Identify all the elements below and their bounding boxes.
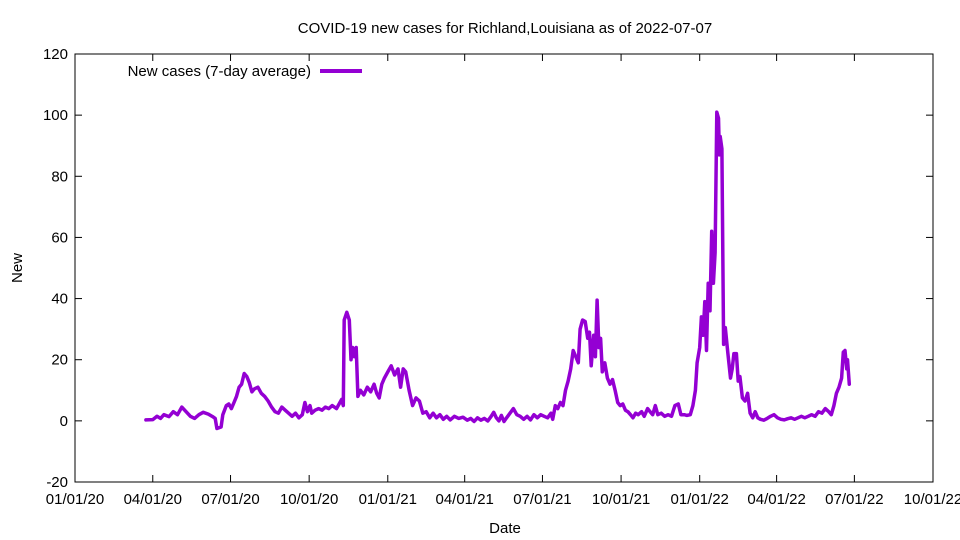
y-axis: -20 0 20 40 60 80 100 120	[43, 46, 933, 491]
y-tick-label: 100	[43, 107, 68, 124]
legend-label: New cases (7-day average)	[128, 63, 311, 80]
x-tick-label: 07/01/20	[201, 491, 259, 508]
plot-border	[74, 53, 934, 483]
series-layer	[144, 110, 852, 431]
y-tick-label: 80	[51, 168, 68, 185]
x-tick-label: 07/01/21	[513, 491, 571, 508]
series-line	[144, 110, 852, 431]
x-tick-label: 07/01/22	[825, 491, 883, 508]
x-tick-label: 04/01/21	[435, 491, 493, 508]
x-tick-label: 10/01/21	[592, 491, 650, 508]
x-axis-label: Date	[489, 520, 521, 537]
y-tick-label: 120	[43, 46, 68, 63]
plot-area	[74, 53, 934, 483]
y-tick-label: 0	[60, 413, 68, 430]
chart-title: COVID-19 new cases for Richland,Louisian…	[298, 20, 712, 37]
y-tick-label: 20	[51, 352, 68, 369]
y-tick-label: -20	[46, 474, 68, 491]
x-tick-label: 04/01/20	[124, 491, 182, 508]
x-tick-label: 01/01/20	[46, 491, 104, 508]
x-tick-label: 10/01/20	[280, 491, 338, 508]
x-tick-label: 10/01/22	[904, 491, 960, 508]
x-axis: 01/01/20 04/01/20 07/01/20 10/01/20 01/01/21…	[46, 54, 960, 508]
y-tick-label: 60	[51, 229, 68, 246]
x-tick-label: 04/01/22	[747, 491, 805, 508]
x-tick-label: 01/01/21	[359, 491, 417, 508]
y-tick-label: 40	[51, 291, 68, 308]
legend: New cases (7-day average)	[128, 63, 362, 80]
x-tick-label: 01/01/22	[671, 491, 729, 508]
y-axis-label: New	[9, 253, 26, 283]
